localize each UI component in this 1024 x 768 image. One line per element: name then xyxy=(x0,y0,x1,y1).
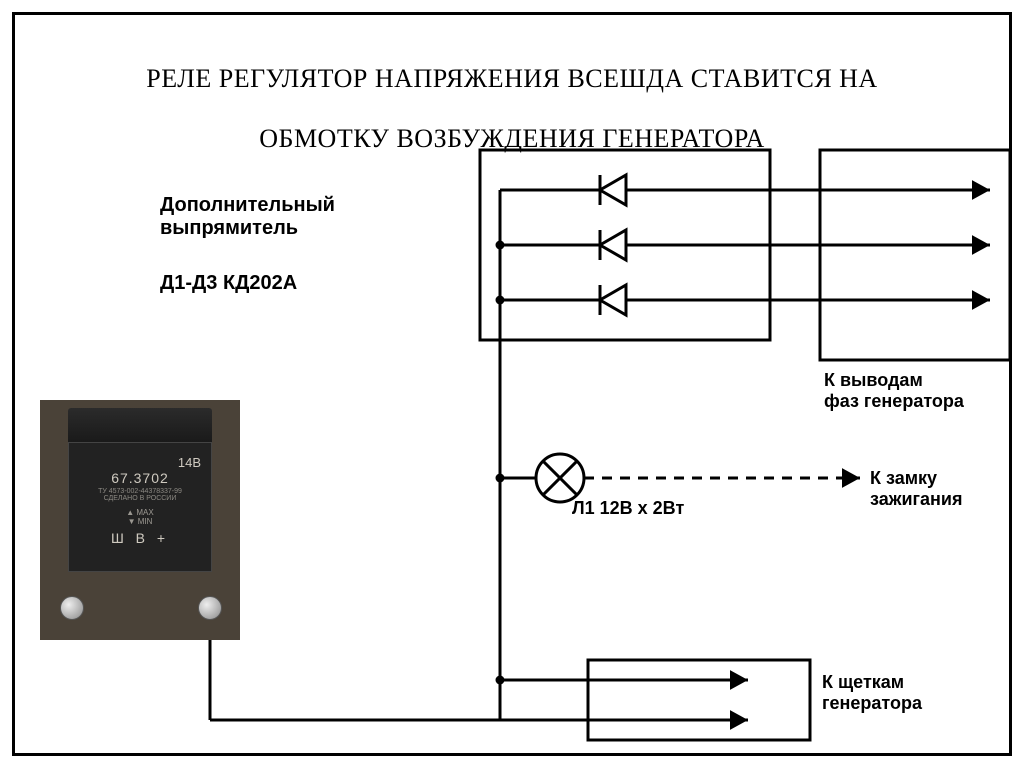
regulator-body: 14B 67.3702 ТУ 4573-002-44378337-99СДЕЛА… xyxy=(68,442,212,572)
regulator-terminal-left xyxy=(60,596,84,620)
regulator-smallprint: ТУ 4573-002-44378337-99СДЕЛАНО В РОССИИ xyxy=(69,488,211,502)
schematic-svg xyxy=(0,0,1024,768)
regulator-adjust: ▲ MAX▼ MIN xyxy=(69,508,211,526)
regulator-terminal-right xyxy=(198,596,222,620)
regulator-heatsink xyxy=(68,408,212,442)
regulator-model: 67.3702 xyxy=(69,470,211,486)
regulator-voltage: 14B xyxy=(69,455,211,470)
regulator-photo: 14B 67.3702 ТУ 4573-002-44378337-99СДЕЛА… xyxy=(40,400,240,640)
regulator-terminals: Ш В + xyxy=(69,530,211,546)
